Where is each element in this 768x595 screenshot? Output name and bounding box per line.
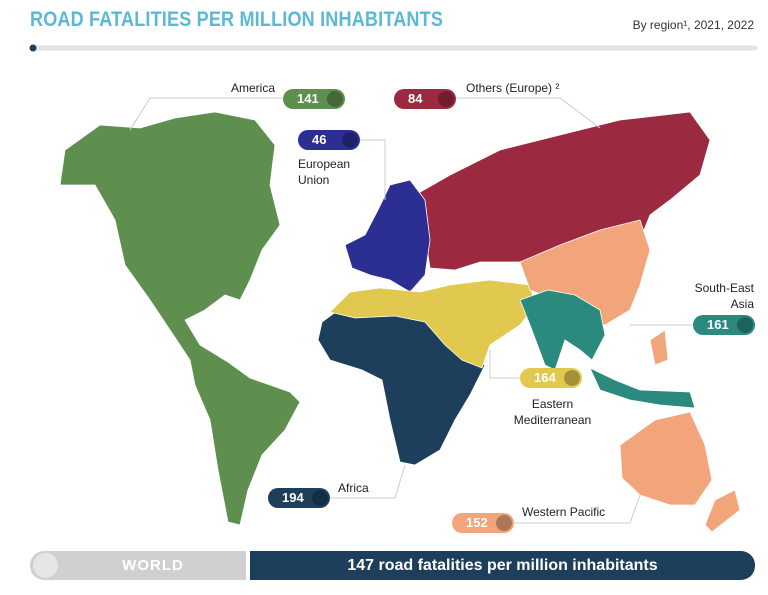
region-european-union (344, 179, 431, 293)
region-name: Eastern Mediterranean (513, 397, 592, 427)
connector (129, 97, 283, 131)
region-value: 164 (520, 368, 582, 388)
region-name: South-East Asia (694, 281, 754, 311)
connector (514, 494, 641, 524)
region-name: Others (Europe) ² (466, 81, 560, 95)
world-dot (33, 553, 58, 578)
connector (489, 350, 520, 379)
region-value: 46 (298, 130, 360, 150)
region-value: 152 (452, 513, 514, 533)
region-shapes (59, 111, 741, 533)
world-text: 147 road fatalities per million inhabita… (250, 551, 755, 580)
subtitle: By region¹, 2021, 2022 (632, 18, 754, 32)
region-america (59, 111, 301, 526)
region-value: 141 (283, 89, 345, 109)
region-name: European Union (298, 157, 351, 187)
connectors (129, 97, 695, 524)
connector (360, 139, 386, 200)
progress-dot (29, 44, 37, 52)
region-eastern-mediterranean (329, 279, 536, 369)
region-value: 194 (268, 488, 330, 508)
world-label: WORLD (122, 557, 184, 574)
title: ROAD FATALITIES PER MILLION INHABITANTS (30, 8, 444, 31)
region-name: Western Pacific (522, 505, 606, 519)
connector (330, 464, 406, 499)
region-name: Africa (338, 481, 369, 495)
region-name: America (230, 81, 275, 95)
world-bar (30, 551, 246, 580)
region-value: 84 (394, 89, 456, 109)
connector (456, 97, 601, 129)
region-value: 161 (693, 315, 755, 335)
region-south-east-asia (519, 289, 696, 409)
